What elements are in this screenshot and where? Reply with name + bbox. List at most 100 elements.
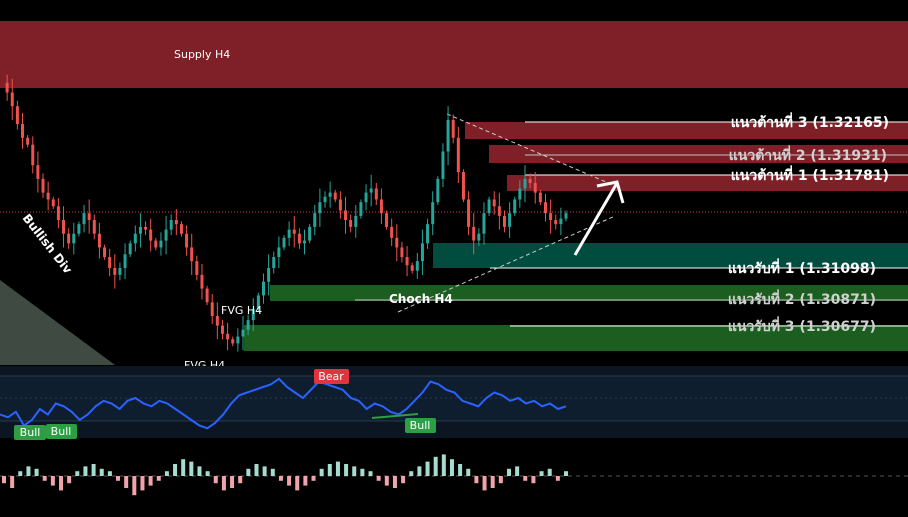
- histogram-bar: [246, 468, 251, 476]
- histogram-bar: [449, 459, 454, 476]
- histogram-bar: [278, 476, 283, 481]
- histogram-bar: [116, 476, 121, 481]
- level-label-s1: แนวรับที่ 1 (1.31098): [728, 258, 876, 277]
- candle-body: [56, 206, 60, 221]
- candle-body: [492, 199, 496, 207]
- candle-body: [251, 309, 255, 321]
- histogram-bar: [197, 466, 202, 476]
- histogram-bar: [67, 476, 72, 484]
- candle-body: [36, 165, 40, 179]
- candle-body: [226, 333, 230, 340]
- candle-body: [185, 233, 189, 248]
- candle-body: [554, 220, 558, 225]
- candle-body: [97, 233, 101, 248]
- histogram-bar: [498, 476, 503, 484]
- level-label-r3: แนวต้านที่ 3 (1.32165): [731, 112, 889, 131]
- candle-body: [231, 339, 235, 344]
- candle-body: [174, 220, 178, 225]
- candle-body: [379, 199, 383, 214]
- choch-label: Choch H4: [389, 292, 453, 306]
- candle-body: [277, 247, 281, 258]
- histogram-bar: [230, 476, 235, 488]
- histogram-bar: [458, 464, 463, 476]
- candle-body: [410, 265, 414, 271]
- candle-body: [349, 220, 353, 227]
- candle-body: [51, 199, 55, 207]
- candle-body: [195, 261, 199, 275]
- candle-body: [513, 199, 517, 214]
- histogram-bar: [238, 476, 243, 484]
- histogram-bar: [83, 466, 88, 476]
- histogram-bar: [99, 468, 104, 476]
- histogram-bar: [547, 468, 552, 476]
- candle-body: [144, 226, 148, 230]
- histogram-bar: [75, 471, 80, 476]
- histogram-bar: [482, 476, 487, 491]
- histogram-bar: [392, 476, 397, 488]
- histogram-bar: [156, 476, 161, 481]
- candle-body: [87, 213, 91, 221]
- candle-body: [303, 240, 307, 244]
- trendline-lower: [397, 215, 616, 313]
- histogram-bar: [2, 476, 6, 484]
- candle-body: [46, 192, 50, 200]
- resistance-zone-3: [465, 122, 908, 139]
- candle-body: [456, 137, 460, 173]
- histogram-bar: [34, 468, 39, 476]
- candle-body: [62, 220, 66, 234]
- candle-body: [420, 243, 424, 262]
- osc-badge-bear: Bear: [314, 369, 349, 384]
- histogram-bar: [287, 476, 292, 486]
- histogram-bar: [26, 466, 31, 476]
- histogram-bar: [311, 476, 316, 481]
- candle-body: [477, 233, 481, 241]
- histogram-bar: [564, 471, 568, 476]
- histogram-bar: [360, 468, 365, 476]
- candle-body: [461, 172, 465, 200]
- candle-body: [344, 210, 348, 221]
- candle-body: [210, 302, 214, 316]
- svg-text:Bull: Bull: [51, 425, 72, 438]
- candle-body: [323, 196, 327, 203]
- candle-body: [308, 226, 312, 241]
- histogram-bar: [50, 476, 55, 486]
- candle-body: [328, 192, 332, 197]
- histogram-bar: [148, 476, 153, 486]
- candle-body: [82, 213, 86, 225]
- svg-text:Bull: Bull: [20, 426, 41, 439]
- histogram-bar: [327, 464, 332, 476]
- histogram-bar: [433, 456, 438, 476]
- candle-body: [502, 215, 506, 227]
- histogram-bar: [539, 471, 544, 476]
- candle-body: [41, 178, 45, 193]
- histogram-bar: [441, 454, 446, 476]
- level-label-s2: แนวรับที่ 2 (1.30871): [728, 289, 876, 308]
- histogram-bar: [10, 476, 15, 488]
- support-zone-1: [433, 243, 908, 268]
- candle-body: [267, 268, 271, 282]
- candle-body: [133, 233, 137, 244]
- osc-badge-bull-2: Bull: [46, 424, 77, 439]
- candle-body: [77, 224, 81, 234]
- candle-body: [333, 192, 337, 200]
- histogram-bar: [368, 471, 373, 476]
- candle-body: [272, 257, 276, 269]
- candlestick-series: [5, 74, 568, 352]
- candle-body: [451, 119, 455, 138]
- candle-body: [256, 295, 260, 310]
- histogram-bar: [344, 464, 349, 476]
- candle-body: [154, 240, 158, 248]
- candle-body: [528, 178, 532, 184]
- level-label-r1: แนวต้านที่ 1 (1.31781): [731, 165, 889, 184]
- candle-body: [472, 226, 476, 241]
- histogram-bar: [295, 476, 300, 491]
- histogram-bar: [262, 466, 267, 476]
- histogram-bar: [466, 468, 471, 476]
- projection-arrow: [573, 180, 625, 256]
- candle-body: [395, 237, 399, 248]
- histogram-bar: [515, 466, 520, 476]
- candle-body: [123, 254, 127, 269]
- candle-body: [138, 226, 142, 234]
- candle-body: [426, 224, 430, 244]
